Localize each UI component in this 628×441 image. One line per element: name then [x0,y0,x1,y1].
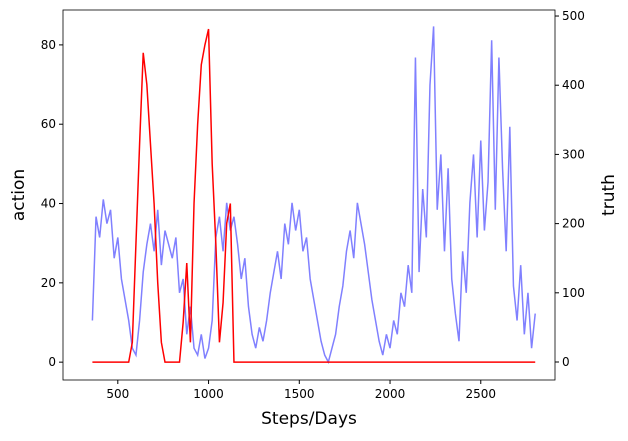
y2-tick-label: 200 [562,217,585,231]
y2-tick-label: 300 [562,147,585,161]
x-tick-label: 2000 [375,387,406,401]
y-tick-label: 40 [41,197,56,211]
x-tick-label: 500 [106,387,129,401]
y-tick-label: 0 [48,355,56,369]
y-tick-label: 20 [41,276,56,290]
x-tick-label: 1500 [284,387,315,401]
y2-tick-label: 0 [562,355,570,369]
data-line [92,28,536,363]
y-axis-label: action [9,169,29,221]
y2-tick-label: 500 [562,9,585,23]
y-tick-label: 60 [41,117,56,131]
x-tick-label: 2500 [466,387,497,401]
plot-frame [62,9,556,381]
data-line [91,26,536,365]
x-axis-label: Steps/Days [261,409,357,429]
y2-tick-label: 100 [562,286,585,300]
y2-tick-label: 400 [562,78,585,92]
x-tick-label: 1000 [193,387,224,401]
y-tick-label: 80 [41,38,56,52]
y2-axis-label: truth [599,174,619,216]
